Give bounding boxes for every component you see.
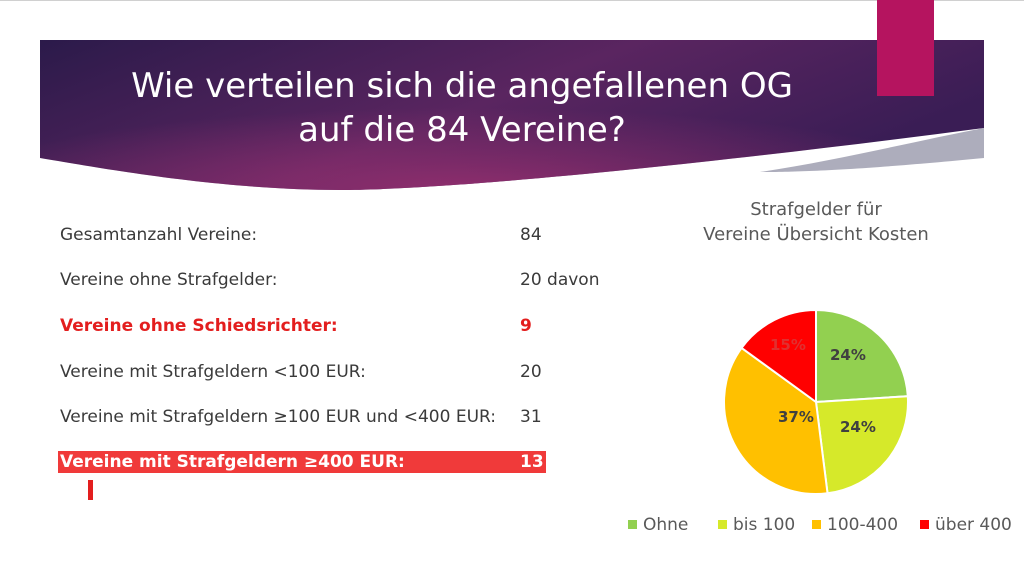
pie-slice-ohne [815, 308, 909, 404]
chart-title-line1: Strafgelder für [750, 199, 882, 220]
stat-row-no-referee: Vereine ohne Schiedsrichter: 9 [60, 315, 548, 337]
stat-value: 84 [520, 225, 542, 245]
stat-row-total: Gesamtanzahl Vereine: 84 [60, 224, 548, 246]
pie-data-label: 15% [770, 336, 806, 354]
stat-label: Vereine mit Strafgeldern <100 EUR: [60, 362, 366, 382]
stat-label: Vereine mit Strafgeldern ≥100 EUR und <4… [60, 407, 497, 427]
legend-swatch [718, 520, 727, 529]
stat-row-under-100: Vereine mit Strafgeldern <100 EUR: 20 [60, 361, 548, 383]
legend-swatch [920, 520, 929, 529]
pie-data-label: 24% [830, 346, 866, 364]
chart-title-line2: Vereine Übersicht Kosten [703, 224, 929, 245]
stat-label: Vereine mit Strafgeldern ≥400 EUR: [60, 452, 405, 472]
stat-value: 20 [520, 362, 542, 382]
pie-slice-bis-100 [814, 395, 909, 495]
pie-data-label: 37% [778, 408, 814, 426]
stat-row-100-400: Vereine mit Strafgeldern ≥100 EUR und <4… [60, 406, 548, 428]
stat-value: 31 [520, 407, 542, 427]
legend-item: über 400 [920, 512, 1012, 538]
stat-value: 9 [520, 316, 532, 336]
legend-label: bis 100 [733, 515, 796, 535]
pie-data-label: 24% [840, 418, 876, 436]
legend-swatch [812, 520, 821, 529]
pie-chart: 24% 24% 37% 15% [723, 308, 909, 495]
top-rule [0, 0, 1024, 1]
stat-row-over-400: Vereine mit Strafgeldern ≥400 EUR: 13 [58, 451, 546, 473]
accent-bar [877, 0, 934, 96]
chart-legend: Ohne bis 100 100-400 über 400 [620, 512, 1020, 538]
legend-item: bis 100 [718, 512, 795, 538]
text-cursor-mark [88, 480, 93, 500]
slide-title-line2: auf die 84 Vereine? [298, 110, 626, 150]
pie-slice--ber-400 [740, 308, 817, 404]
chart-title: Strafgelder für Vereine Übersicht Kosten [680, 197, 952, 247]
legend-item: Ohne [628, 512, 688, 538]
stat-value: 13 [520, 452, 544, 472]
stat-label: Vereine ohne Strafgelder: [60, 270, 278, 290]
legend-label: Ohne [643, 515, 689, 535]
title-banner [40, 40, 984, 190]
stat-row-no-fines: Vereine ohne Strafgelder: 20 davon [60, 269, 599, 291]
slide-title: Wie verteilen sich die angefallenen OG a… [40, 64, 884, 152]
legend-label: über 400 [935, 515, 1012, 535]
stat-value: 20 davon [520, 270, 600, 290]
legend-label: 100-400 [827, 515, 899, 535]
stat-label: Vereine ohne Schiedsrichter: [60, 316, 338, 336]
pie-slice-100-400 [723, 346, 829, 495]
legend-swatch [628, 520, 637, 529]
stat-label: Gesamtanzahl Vereine: [60, 225, 258, 245]
legend-item: 100-400 [812, 512, 898, 538]
slide-title-line1: Wie verteilen sich die angefallenen OG [131, 66, 793, 106]
